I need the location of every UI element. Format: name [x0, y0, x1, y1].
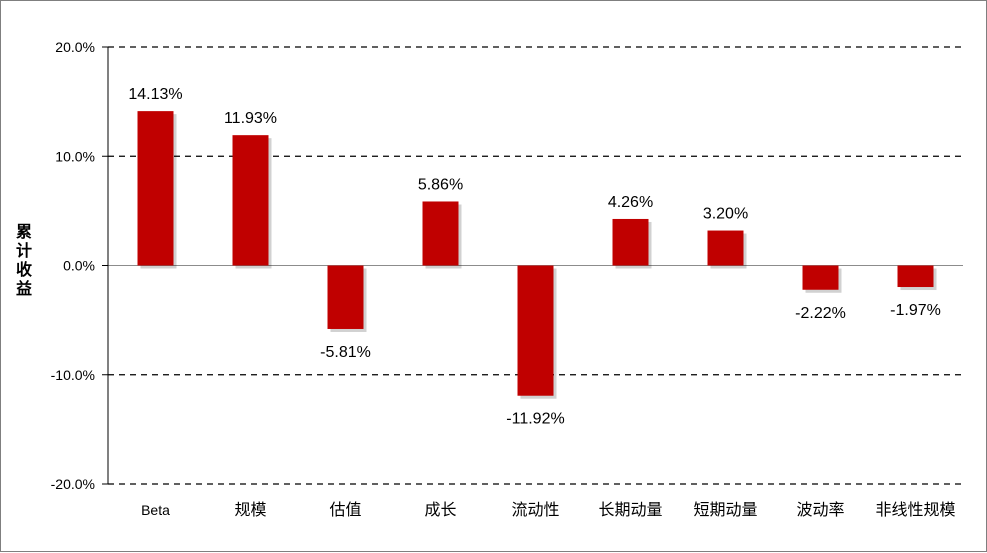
- data-label: -2.22%: [795, 305, 846, 322]
- bar: [612, 218, 649, 266]
- data-label: 3.20%: [703, 206, 748, 223]
- bar: [137, 111, 174, 266]
- y-tick-label: 0.0%: [63, 258, 95, 274]
- data-label: 5.86%: [418, 176, 463, 193]
- bar: [802, 265, 839, 290]
- x-tick-label: 长期动量: [598, 500, 662, 519]
- x-tick-label: 规模: [234, 500, 266, 519]
- data-labels: 14.13% 11.93% -5.81% 5.86% -11.92% 4.26% 3.20%…: [128, 86, 940, 428]
- data-label: -5.81%: [320, 344, 371, 361]
- x-axis: Beta 规模 估值 成长 流动性 长期动量 短期动量 波动率 非线性规模: [141, 500, 955, 519]
- bar: [422, 201, 459, 266]
- bars: [137, 111, 937, 399]
- bar: [707, 230, 744, 266]
- x-tick-label: 短期动量: [693, 500, 757, 519]
- data-label: -11.92%: [506, 411, 564, 428]
- x-tick-label: 波动率: [796, 500, 844, 519]
- y-tick-label: 10.0%: [55, 148, 95, 164]
- x-tick-label: 非线性规模: [875, 500, 955, 519]
- x-tick-label: 流动性: [511, 500, 559, 519]
- x-tick-label: 成长: [424, 500, 456, 519]
- y-tick-label: -10.0%: [51, 367, 95, 383]
- bar: [232, 135, 269, 266]
- y-axis-title: 累计收益: [16, 222, 32, 298]
- x-tick-label: Beta: [141, 502, 170, 518]
- x-tick-label: 估值: [329, 500, 361, 519]
- data-label: -1.97%: [890, 302, 941, 319]
- y-tick-label: 20.0%: [55, 39, 95, 55]
- data-label: 11.93%: [224, 110, 277, 127]
- bar: [327, 265, 364, 329]
- y-tick-label: -20.0%: [51, 476, 95, 492]
- bar: [897, 265, 934, 288]
- data-label: 4.26%: [608, 194, 653, 211]
- data-label: 14.13%: [128, 86, 182, 103]
- bar: [517, 265, 554, 396]
- y-axis: 20.0% 10.0% 0.0% -10.0% -20.0%: [51, 39, 109, 492]
